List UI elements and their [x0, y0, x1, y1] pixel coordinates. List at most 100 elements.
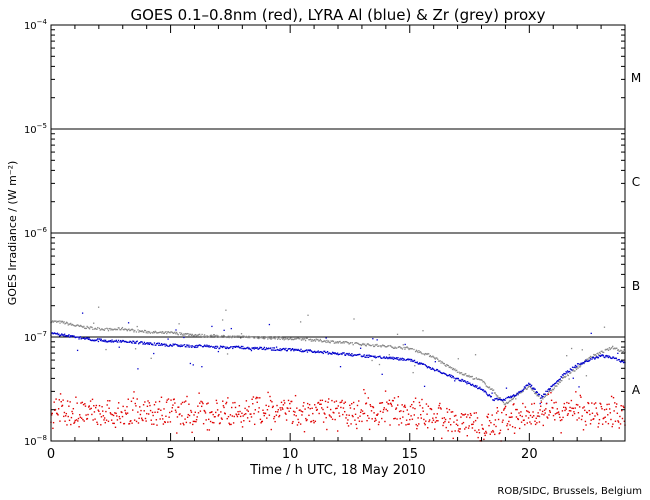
data-point [464, 428, 466, 430]
data-point [66, 400, 69, 402]
data-point [426, 413, 428, 415]
data-point [484, 434, 486, 437]
data-point [510, 396, 513, 398]
data-point [405, 359, 407, 362]
data-point [384, 420, 386, 423]
data-point [468, 382, 470, 385]
data-point [473, 378, 475, 380]
data-point [294, 394, 297, 397]
data-point [256, 401, 258, 403]
data-point [190, 334, 193, 336]
data-point [152, 332, 154, 334]
data-point [126, 330, 129, 332]
data-point [553, 383, 556, 385]
data-point [477, 387, 479, 390]
data-point [489, 388, 491, 390]
data-point [548, 388, 550, 390]
data-point [366, 343, 368, 345]
data-point [54, 332, 56, 335]
data-point [167, 421, 169, 423]
data-point [421, 363, 424, 365]
data-point [575, 368, 578, 371]
data-point [368, 344, 371, 346]
data-point [549, 387, 551, 390]
data-point [204, 344, 206, 346]
data-point [262, 412, 265, 414]
data-point [540, 401, 543, 403]
data-point [490, 421, 492, 424]
data-point [162, 423, 165, 425]
data-point [159, 331, 161, 333]
data-point [154, 411, 156, 413]
data-point [128, 341, 130, 343]
data-point [379, 355, 381, 357]
data-point [291, 338, 294, 340]
data-point [187, 413, 189, 416]
data-point [433, 357, 436, 359]
data-point [105, 419, 108, 421]
data-point [537, 394, 539, 396]
data-point [473, 412, 476, 414]
data-point [590, 356, 592, 358]
data-point [126, 341, 128, 343]
data-point [444, 364, 446, 366]
data-point [430, 408, 432, 410]
data-point [615, 357, 617, 359]
data-point [502, 398, 505, 401]
data-point [505, 397, 507, 400]
data-point [97, 340, 100, 343]
data-point [578, 406, 581, 408]
data-point [131, 328, 133, 330]
data-point [575, 366, 577, 368]
data-point [324, 340, 326, 342]
data-point [534, 393, 537, 395]
data-point [112, 341, 114, 343]
data-point [116, 328, 118, 331]
data-point [447, 365, 450, 367]
data-point [300, 339, 303, 341]
data-point [295, 348, 297, 351]
data-point [620, 360, 623, 362]
data-point [89, 338, 91, 341]
data-point [202, 336, 204, 338]
data-point [536, 422, 538, 424]
data-point [480, 388, 482, 391]
data-point [380, 402, 382, 404]
data-point [520, 390, 522, 393]
data-point [418, 350, 420, 352]
data-point [267, 336, 270, 339]
data-point [526, 384, 528, 387]
data-point [119, 329, 121, 331]
data-point [293, 350, 295, 352]
data-point [573, 366, 575, 369]
data-point [392, 347, 395, 349]
data-point [385, 346, 387, 348]
data-point [405, 346, 408, 348]
data-point [118, 327, 120, 329]
data-point [121, 411, 123, 414]
data-point [391, 358, 393, 360]
data-point [326, 428, 328, 431]
data-point [120, 327, 123, 330]
data-point [201, 401, 204, 403]
data-point [431, 421, 433, 424]
data-point [291, 422, 294, 425]
data-point [413, 348, 415, 351]
data-point [160, 409, 162, 411]
data-point [81, 325, 83, 328]
data-point [299, 423, 302, 425]
data-point [288, 348, 291, 350]
data-point [457, 430, 460, 432]
data-point [220, 411, 222, 413]
data-point [506, 396, 508, 399]
data-point [290, 338, 293, 341]
data-point [574, 364, 577, 367]
data-point [204, 335, 207, 338]
data-point [322, 340, 325, 343]
data-point [303, 350, 305, 352]
data-point [557, 380, 559, 382]
data-point [211, 335, 213, 337]
data-point [155, 419, 158, 421]
data-point [229, 335, 231, 337]
data-point [121, 340, 123, 343]
